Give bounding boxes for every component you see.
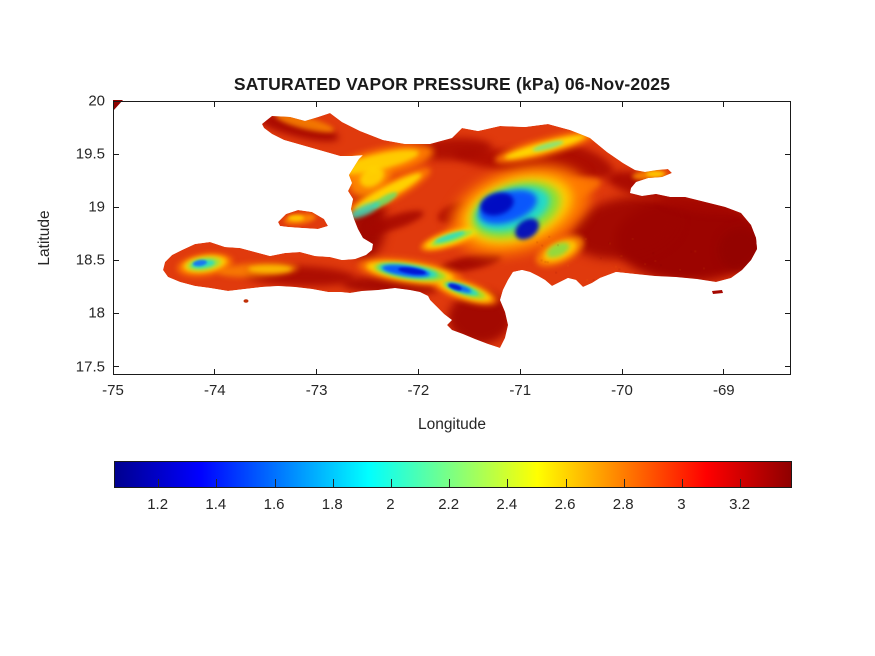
colorbar-tick-mark bbox=[565, 479, 567, 487]
x-tick-mark bbox=[214, 369, 216, 375]
colorbar-tick-mark bbox=[449, 479, 451, 487]
colorbar-tick-mark bbox=[332, 479, 334, 487]
x-tick-label: -74 bbox=[203, 382, 226, 399]
x-tick-mark bbox=[112, 101, 114, 107]
y-tick-mark bbox=[113, 100, 119, 102]
y-tick-label: 18.5 bbox=[75, 251, 105, 269]
x-tick-mark bbox=[214, 101, 216, 107]
colorbar-tick-label: 1.6 bbox=[263, 496, 285, 513]
y-tick-label: 19.5 bbox=[75, 145, 105, 163]
y-tick-mark bbox=[113, 259, 119, 261]
colorbar-tick-mark bbox=[390, 479, 392, 487]
colorbar-tick-label: 2.4 bbox=[496, 496, 518, 513]
colorbar bbox=[114, 461, 792, 488]
y-axis-label: Latitude bbox=[36, 210, 53, 266]
colorbar-tick-label: 2.2 bbox=[438, 496, 460, 513]
colorbar-tick-mark bbox=[623, 479, 625, 487]
x-tick-label: -69 bbox=[712, 382, 735, 399]
y-tick-mark bbox=[785, 312, 791, 314]
colorbar-tick-label: 2 bbox=[386, 496, 395, 513]
x-tick-label: -72 bbox=[407, 382, 430, 399]
y-tick-mark bbox=[785, 153, 791, 155]
chart-title: SATURATED VAPOR PRESSURE (kPa) 06-Nov-20… bbox=[233, 74, 671, 94]
colorbar-tick-mark bbox=[507, 479, 509, 487]
y-tick-mark bbox=[785, 206, 791, 208]
colorbar-tick-mark bbox=[681, 479, 683, 487]
x-tick-label: -70 bbox=[611, 382, 633, 399]
x-tick-mark bbox=[621, 369, 623, 375]
y-tick-mark bbox=[113, 153, 119, 155]
y-tick-label: 17.5 bbox=[75, 358, 105, 375]
colorbar-tick-label: 1.4 bbox=[205, 496, 227, 513]
y-tick-mark bbox=[785, 100, 791, 102]
y-tick-label: 18 bbox=[88, 304, 105, 322]
colorbar-tick-label: 3.2 bbox=[729, 496, 751, 513]
y-tick-mark bbox=[785, 366, 791, 367]
x-tick-mark bbox=[316, 101, 318, 107]
x-tick-mark bbox=[519, 101, 521, 107]
colorbar-tick-mark bbox=[740, 479, 742, 487]
y-tick-mark bbox=[785, 259, 791, 261]
x-tick-mark bbox=[112, 369, 114, 375]
x-tick-mark bbox=[621, 101, 623, 107]
x-tick-label: -75 bbox=[102, 382, 124, 399]
colorbar-tick-label: 1.2 bbox=[147, 496, 169, 513]
colorbar-tick-label: 3 bbox=[677, 496, 686, 513]
x-axis-label: Longitude bbox=[417, 416, 487, 433]
y-tick-mark bbox=[113, 366, 119, 367]
y-tick-label: 20 bbox=[88, 92, 105, 110]
x-tick-label: -73 bbox=[305, 382, 328, 399]
x-tick-mark bbox=[316, 369, 318, 375]
y-tick-label: 19 bbox=[88, 198, 105, 216]
colorbar-tick-mark bbox=[274, 479, 276, 487]
colorbar-tick-label: 2.6 bbox=[554, 496, 576, 513]
x-tick-mark bbox=[519, 369, 521, 375]
x-tick-mark bbox=[723, 101, 725, 107]
y-tick-mark bbox=[113, 206, 119, 208]
x-tick-mark bbox=[417, 369, 419, 375]
y-tick-mark bbox=[113, 312, 119, 314]
colorbar-tick-label: 2.8 bbox=[612, 496, 634, 513]
x-tick-mark bbox=[417, 101, 419, 107]
x-tick-label: -71 bbox=[509, 382, 532, 399]
colorbar-tick-label: 1.8 bbox=[321, 496, 343, 513]
x-tick-mark bbox=[723, 369, 725, 375]
colorbar-tick-mark bbox=[158, 479, 160, 487]
colorbar-tick-mark bbox=[216, 479, 218, 487]
